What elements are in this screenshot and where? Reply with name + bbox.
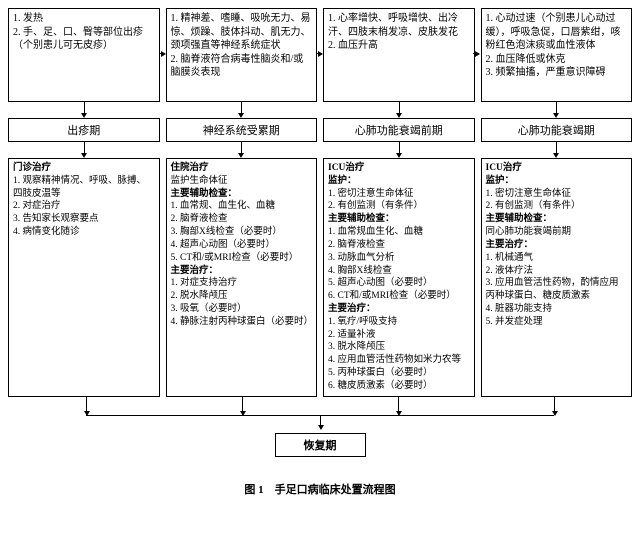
treatment-line: 监护： bbox=[328, 175, 470, 188]
symptom-line: 2. 脑脊液符合病毒性脑炎和/或脑膜炎表现 bbox=[171, 53, 313, 80]
symptoms-box-2: 1. 精神差、嗜睡、吸吮无力、易惊、烦躁、肢体抖动、肌无力、颈项强直等神经系统症… bbox=[166, 8, 318, 102]
treatment-line: 1. 对症支持治疗 bbox=[171, 277, 313, 290]
treatment-line: 3. 吸氧（必要时） bbox=[171, 303, 313, 316]
connector-wire bbox=[398, 397, 399, 415]
treatment-line: 监护： bbox=[486, 175, 628, 188]
treatment-line: 监护生命体征 bbox=[171, 175, 313, 188]
treatment-line: 4. 病情变化随诊 bbox=[13, 226, 155, 239]
treatment-line: 主要治疗： bbox=[328, 303, 470, 316]
treatment-line: 1. 密切注意生命体征 bbox=[486, 188, 628, 201]
symptom-line: 3. 频繁抽搐，严重意识障碍 bbox=[486, 66, 628, 80]
treatment-line: 同心肺功能衰竭前期 bbox=[486, 226, 628, 239]
arrow-row-1 bbox=[8, 102, 632, 118]
treatment-line: 4. 胸部X线检查 bbox=[328, 265, 470, 278]
treatment-line: 主要辅助检查： bbox=[486, 213, 628, 226]
symptom-line: 2. 血压升高 bbox=[328, 39, 470, 53]
treatment-list-1: 1. 观察精神情况、呼吸、脉搏、四肢皮温等2. 对症治疗3. 告知家长观察要点4… bbox=[13, 175, 155, 239]
connector-wire bbox=[86, 397, 87, 415]
treatment-line: 5. 超声心动图（必要时） bbox=[328, 277, 470, 290]
recover-row: 恢复期 bbox=[8, 433, 632, 457]
treatment-line: 主要辅助检查： bbox=[171, 188, 313, 201]
symptoms-box-4: 1. 心动过速（个别患儿心动过缓），呼吸急促，口唇紫绀，咳粉红色泡沫痰或血性液体… bbox=[481, 8, 633, 102]
treatment-line: 1. 氧疗/呼吸支持 bbox=[328, 316, 470, 329]
treatment-line: 主要辅助检查： bbox=[328, 213, 470, 226]
arrow-stage-3-to-4 bbox=[473, 53, 479, 54]
treatment-line: 2. 液体疗法 bbox=[486, 265, 628, 278]
treatment-line: 2. 对症治疗 bbox=[13, 200, 155, 213]
treatment-line: 3. 动脉血气分析 bbox=[328, 252, 470, 265]
symptom-line: 2. 手、足、口、臀等部位出疹（个别患儿可无皮疹） bbox=[13, 26, 155, 53]
stage-row: 出疹期 神经系统受累期 心肺功能衰竭前期 心肺功能衰竭期 bbox=[8, 118, 632, 142]
arrow-down-icon bbox=[320, 415, 321, 429]
arrow-stage-2-to-3 bbox=[316, 53, 322, 54]
treatment-line: 5. CT和/或MRI检查（必要时） bbox=[171, 252, 313, 265]
treatment-line: 6. CT和/或MRI检查（必要时） bbox=[328, 290, 470, 303]
treatment-title: 住院治疗 bbox=[171, 162, 313, 175]
treatment-line: 5. 并发症处理 bbox=[486, 316, 628, 329]
treatment-line: 主要治疗： bbox=[171, 265, 313, 278]
treatment-list-4: 监护：1. 密切注意生命体征2. 有创监测（有条件）主要辅助检查：同心肺功能衰竭… bbox=[486, 175, 628, 329]
symptom-line: 1. 心率增快、呼吸增快、出冷汗、四肢末梢发凉、皮肤发花 bbox=[328, 12, 470, 39]
treatment-line: 4. 静脉注射丙种球蛋白（必要时） bbox=[171, 316, 313, 329]
treatment-line: 3. 脱水降颅压 bbox=[328, 341, 470, 354]
treatment-title: ICU治疗 bbox=[328, 162, 470, 175]
symptom-line: 1. 发热 bbox=[13, 12, 155, 26]
figure-caption: 图 1 手足口病临床处置流程图 bbox=[8, 481, 632, 497]
stage-label-1: 出疹期 bbox=[8, 118, 160, 142]
treatment-line: 1. 密切注意生命体征 bbox=[328, 188, 470, 201]
treatment-box-3: ICU治疗 监护：1. 密切注意生命体征2. 有创监测（有条件）主要辅助检查：1… bbox=[323, 158, 475, 397]
treatment-box-1: 门诊治疗 1. 观察精神情况、呼吸、脉搏、四肢皮温等2. 对症治疗3. 告知家长… bbox=[8, 158, 160, 397]
treatment-line: 4. 脏器功能支持 bbox=[486, 303, 628, 316]
flowchart-root: 1. 发热 2. 手、足、口、臀等部位出疹（个别患儿可无皮疹） 1. 精神差、嗜… bbox=[8, 8, 632, 497]
treatment-line: 1. 血常规血生化、血糖 bbox=[328, 226, 470, 239]
arrow-row-2 bbox=[8, 142, 632, 158]
treatment-line: 4. 超声心动图（必要时） bbox=[171, 239, 313, 252]
stage-label-4: 心肺功能衰竭期 bbox=[481, 118, 633, 142]
treatment-line: 3. 应用血管活性药物，酌情应用丙种球蛋白、糖皮质激素 bbox=[486, 277, 628, 303]
treatment-box-2: 住院治疗 监护生命体征主要辅助检查：1. 血常规、血生化、血糖2. 脑脊液检查3… bbox=[166, 158, 318, 397]
treatment-line: 2. 有创监测（有条件） bbox=[486, 200, 628, 213]
treatment-line: 2. 脑脊液检查 bbox=[328, 239, 470, 252]
treatment-line: 5. 丙种球蛋白（必要时） bbox=[328, 367, 470, 380]
treatment-list-2: 监护生命体征主要辅助检查：1. 血常规、血生化、血糖2. 脑脊液检查3. 胸部X… bbox=[171, 175, 313, 329]
symptom-line: 2. 血压降低或休克 bbox=[486, 53, 628, 67]
symptom-line: 1. 心动过速（个别患儿心动过缓），呼吸急促，口唇紫绀，咳粉红色泡沫痰或血性液体 bbox=[486, 12, 628, 53]
arrow-stage-1-to-2 bbox=[159, 53, 165, 54]
treatment-line: 2. 脱水降颅压 bbox=[171, 290, 313, 303]
treatment-row: 门诊治疗 1. 观察精神情况、呼吸、脉搏、四肢皮温等2. 对症治疗3. 告知家长… bbox=[8, 158, 632, 397]
symptoms-box-1: 1. 发热 2. 手、足、口、臀等部位出疹（个别患儿可无皮疹） bbox=[8, 8, 160, 102]
treatment-line: 主要治疗： bbox=[486, 239, 628, 252]
treatment-list-3: 监护：1. 密切注意生命体征2. 有创监测（有条件）主要辅助检查：1. 血常规血… bbox=[328, 175, 470, 393]
stage-label-3: 心肺功能衰竭前期 bbox=[323, 118, 475, 142]
treatment-line: 1. 机械通气 bbox=[486, 252, 628, 265]
treatment-title: 门诊治疗 bbox=[13, 162, 155, 175]
treatment-line: 6. 糖皮质激素（必要时） bbox=[328, 380, 470, 393]
treatment-box-4: ICU治疗 监护：1. 密切注意生命体征2. 有创监测（有条件）主要辅助检查：同… bbox=[481, 158, 633, 397]
stage-label-2: 神经系统受累期 bbox=[166, 118, 318, 142]
treatment-line: 4. 应用血管活性药物如米力农等 bbox=[328, 354, 470, 367]
treatment-line: 3. 告知家长观察要点 bbox=[13, 213, 155, 226]
symptom-line: 1. 精神差、嗜睡、吸吮无力、易惊、烦躁、肢体抖动、肌无力、颈项强直等神经系统症… bbox=[171, 12, 313, 53]
treatment-line: 1. 观察精神情况、呼吸、脉搏、四肢皮温等 bbox=[13, 175, 155, 201]
connector-wire bbox=[242, 397, 243, 415]
recover-box: 恢复期 bbox=[275, 433, 366, 457]
treatment-line: 2. 脑脊液检查 bbox=[171, 213, 313, 226]
treatment-line: 2. 适量补液 bbox=[328, 329, 470, 342]
treatment-line: 1. 血常规、血生化、血糖 bbox=[171, 200, 313, 213]
treatment-title: ICU治疗 bbox=[486, 162, 628, 175]
bottom-connector bbox=[8, 397, 632, 433]
symptoms-box-3: 1. 心率增快、呼吸增快、出冷汗、四肢末梢发凉、皮肤发花 2. 血压升高 bbox=[323, 8, 475, 102]
connector-wire bbox=[554, 397, 555, 415]
treatment-line: 2. 有创监测（有条件） bbox=[328, 200, 470, 213]
treatment-line: 3. 胸部X线检查（必要时） bbox=[171, 226, 313, 239]
